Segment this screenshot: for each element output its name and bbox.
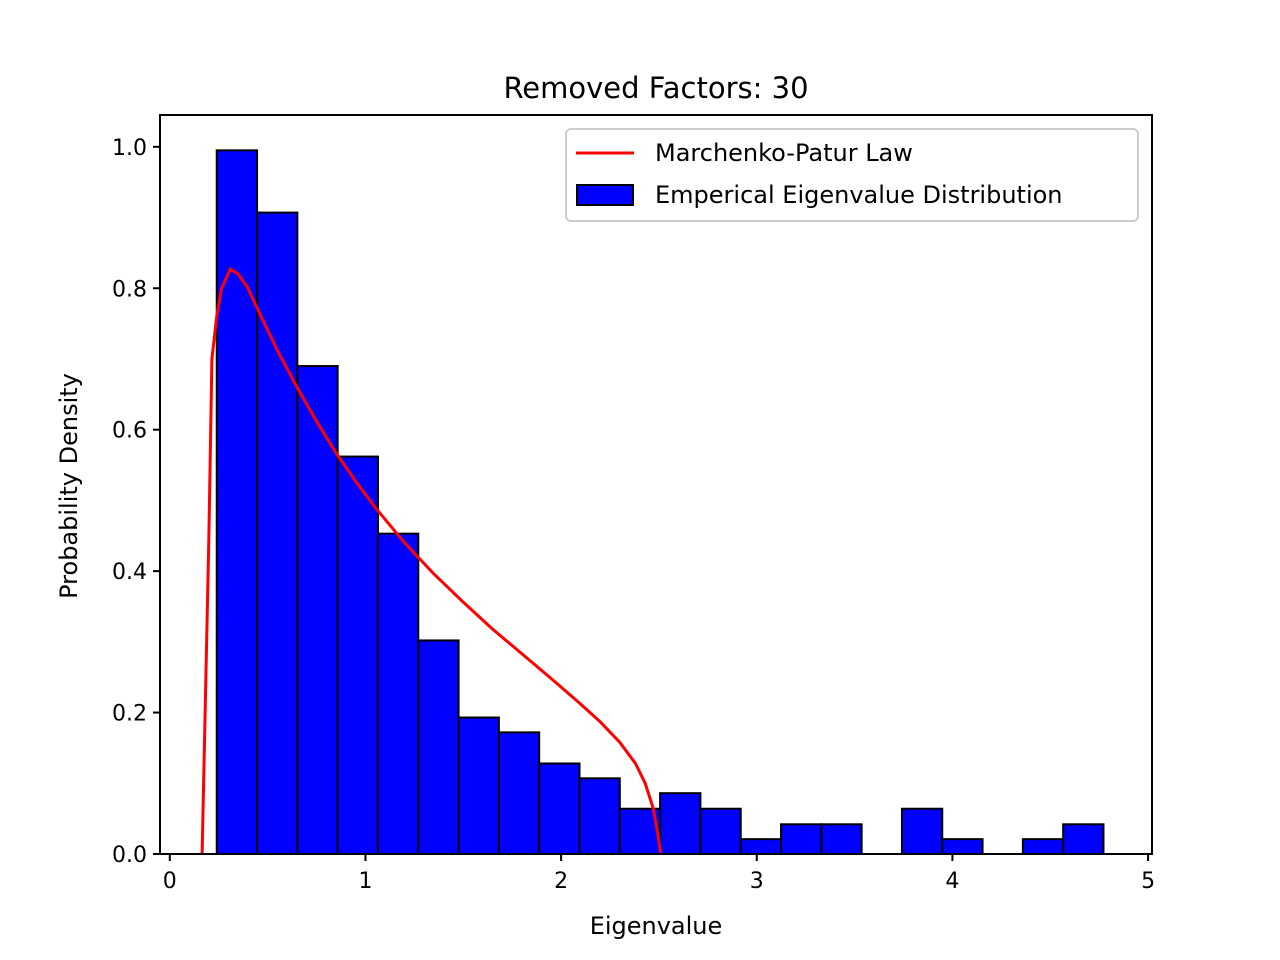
histogram-bar xyxy=(417,639,460,856)
legend: Marchenko-Patur Law Emperical Eigenvalue… xyxy=(565,128,1139,222)
histogram-bar xyxy=(376,532,420,855)
plot-frame xyxy=(159,114,1153,855)
y-tick-label: 0.0 xyxy=(112,843,147,868)
y-tick-label: 0.6 xyxy=(112,419,147,444)
histogram-bar xyxy=(739,838,783,856)
histogram-bar xyxy=(457,716,500,855)
legend-bar-swatch xyxy=(576,184,634,206)
x-axis-label: Eigenvalue xyxy=(590,912,723,940)
y-tick-label: 0.2 xyxy=(112,702,147,727)
histogram-bar xyxy=(941,838,984,856)
histogram-bar xyxy=(296,365,339,855)
histogram-bar xyxy=(659,792,702,856)
legend-box xyxy=(565,128,1139,222)
x-tick-label: 3 xyxy=(750,869,764,894)
histogram-bar xyxy=(336,455,379,855)
histogram-bar xyxy=(538,762,581,855)
histogram-bar xyxy=(215,149,259,856)
x-axis-ticks: 0 1 2 3 4 5 xyxy=(163,854,1155,894)
x-tick-label: 5 xyxy=(1141,869,1155,894)
histogram-bar xyxy=(900,807,944,855)
x-tick-label: 4 xyxy=(945,869,959,894)
histogram-bar xyxy=(820,823,863,856)
histogram-bar xyxy=(578,777,621,855)
x-tick-label: 2 xyxy=(554,869,568,894)
histogram-bar xyxy=(497,731,541,855)
y-tick-label: 0.8 xyxy=(112,277,147,302)
y-axis-label: Probability Density xyxy=(55,373,83,599)
y-tick-label: 1.0 xyxy=(112,136,147,161)
marchenko-pastur-line xyxy=(200,267,663,855)
histogram-bar xyxy=(699,807,742,855)
x-tick-label: 0 xyxy=(163,869,177,894)
histogram-bar xyxy=(1021,838,1065,856)
histogram-bar xyxy=(780,823,823,856)
chart-title: Removed Factors: 30 xyxy=(503,71,808,105)
legend-label-emperical-eigenvalue-distribution: Emperical Eigenvalue Distribution xyxy=(655,181,1063,209)
legend-label-marchenko-patur-law: Marchenko-Patur Law xyxy=(655,139,913,167)
x-tick-label: 1 xyxy=(358,869,372,894)
histogram-bar xyxy=(256,211,299,855)
y-axis-ticks: 0.0 0.2 0.4 0.6 0.8 1.0 xyxy=(112,136,160,868)
histogram-bar xyxy=(1062,823,1105,856)
y-tick-label: 0.4 xyxy=(112,560,147,585)
